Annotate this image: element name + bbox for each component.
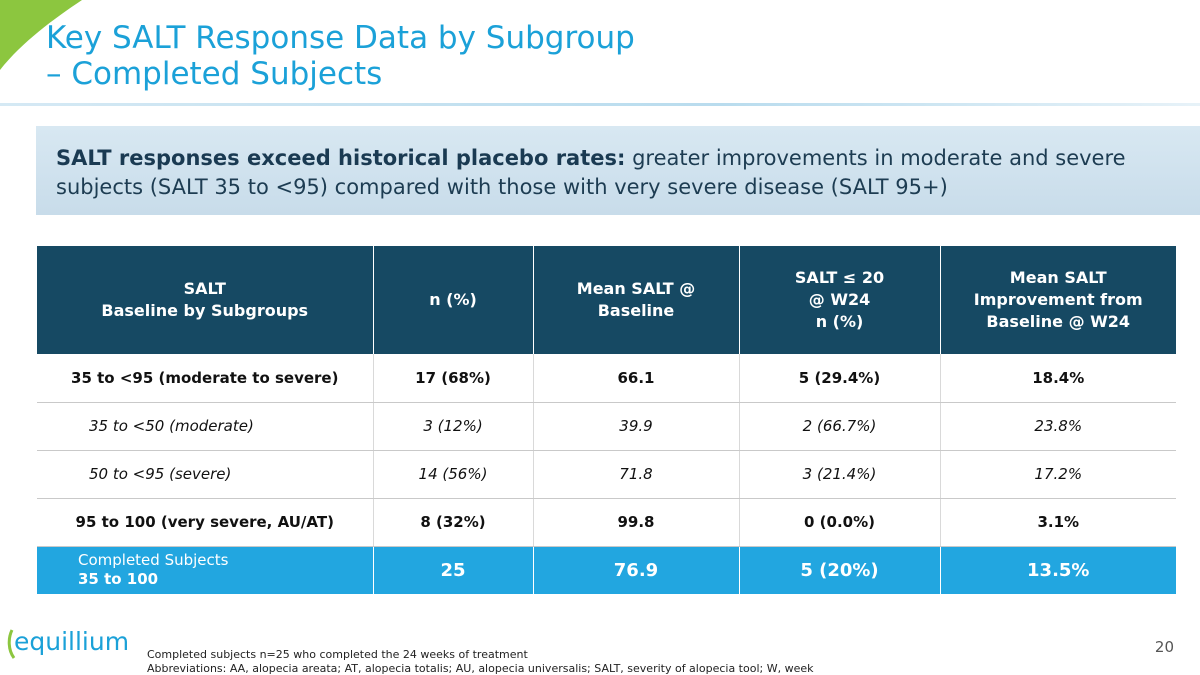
cell-total-mean-baseline: 76.9 — [533, 546, 740, 594]
cell-total-label: Completed Subjects 35 to 100 — [37, 546, 374, 594]
cell-n: 3 (12%) — [373, 402, 534, 451]
header-salt-le-20: SALT ≤ 20 @ W24 n (%) — [739, 246, 941, 354]
cell-mean-baseline: 39.9 — [533, 402, 740, 451]
table-header-row: SALT Baseline by Subgroups n (%) Mean SAL… — [37, 246, 1176, 354]
header-n-percent: n (%) — [373, 246, 534, 354]
callout-bold: SALT responses exceed historical placebo… — [56, 146, 626, 170]
cell-subgroup: 35 to <50 (moderate) — [37, 402, 374, 451]
cell-salt-le-20: 5 (29.4%) — [739, 354, 941, 403]
cell-total-salt-le-20: 5 (20%) — [739, 546, 941, 594]
table-row: 35 to <95 (moderate to severe) 17 (68%) … — [37, 354, 1176, 403]
total-label: Completed Subjects — [78, 551, 229, 570]
cell-n: 8 (32%) — [373, 498, 534, 547]
cell-subgroup: 95 to 100 (very severe, AU/AT) — [37, 498, 374, 547]
title-line-1: Key SALT Response Data by Subgroup — [46, 20, 635, 56]
cell-total-improvement: 13.5% — [940, 546, 1176, 594]
cell-improvement: 17.2% — [940, 450, 1176, 499]
cell-salt-le-20: 3 (21.4%) — [739, 450, 941, 499]
logo-text: equillium — [14, 627, 129, 656]
table-row: 50 to <95 (severe) 14 (56%) 71.8 3 (21.4… — [37, 450, 1176, 499]
total-row: Completed Subjects 35 to 100 25 76.9 5 (… — [37, 546, 1176, 594]
cell-improvement: 18.4% — [940, 354, 1176, 403]
slide-title: Key SALT Response Data by Subgroup – Com… — [46, 20, 635, 92]
cell-subgroup: 50 to <95 (severe) — [37, 450, 374, 499]
title-divider — [0, 103, 1200, 106]
footnote: Completed subjects n=25 who completed th… — [147, 648, 813, 675]
total-range: 35 to 100 — [78, 570, 159, 589]
header-mean-improvement: Mean SALT Improvement from Baseline @ W24 — [940, 246, 1176, 354]
cell-mean-baseline: 99.8 — [533, 498, 740, 547]
cell-mean-baseline: 71.8 — [533, 450, 740, 499]
cell-salt-le-20: 0 (0.0%) — [739, 498, 941, 547]
table-row: 95 to 100 (very severe, AU/AT) 8 (32%) 9… — [37, 498, 1176, 547]
salt-response-table: SALT Baseline by Subgroups n (%) Mean SAL… — [37, 246, 1176, 594]
footnote-line-1: Completed subjects n=25 who completed th… — [147, 648, 528, 661]
cell-salt-le-20: 2 (66.7%) — [739, 402, 941, 451]
page-number: 20 — [1154, 638, 1174, 656]
header-salt-baseline: SALT Baseline by Subgroups — [37, 246, 374, 354]
footnote-line-2: Abbreviations: AA, alopecia areata; AT, … — [147, 662, 814, 675]
title-line-2: – Completed Subjects — [46, 56, 383, 92]
callout-box: SALT responses exceed historical placebo… — [36, 126, 1200, 215]
cell-n: 14 (56%) — [373, 450, 534, 499]
header-mean-salt-baseline: Mean SALT @ Baseline — [533, 246, 740, 354]
table-row: 35 to <50 (moderate) 3 (12%) 39.9 2 (66.… — [37, 402, 1176, 451]
cell-subgroup: 35 to <95 (moderate to severe) — [37, 354, 374, 403]
equillium-logo: equillium — [7, 627, 129, 659]
cell-improvement: 3.1% — [940, 498, 1176, 547]
cell-total-n: 25 — [373, 546, 534, 594]
corner-swoosh-decoration — [0, 0, 82, 70]
callout-text: greater improvements in moderate and sev… — [56, 146, 1126, 199]
cell-n: 17 (68%) — [373, 354, 534, 403]
cell-improvement: 23.8% — [940, 402, 1176, 451]
cell-mean-baseline: 66.1 — [533, 354, 740, 403]
